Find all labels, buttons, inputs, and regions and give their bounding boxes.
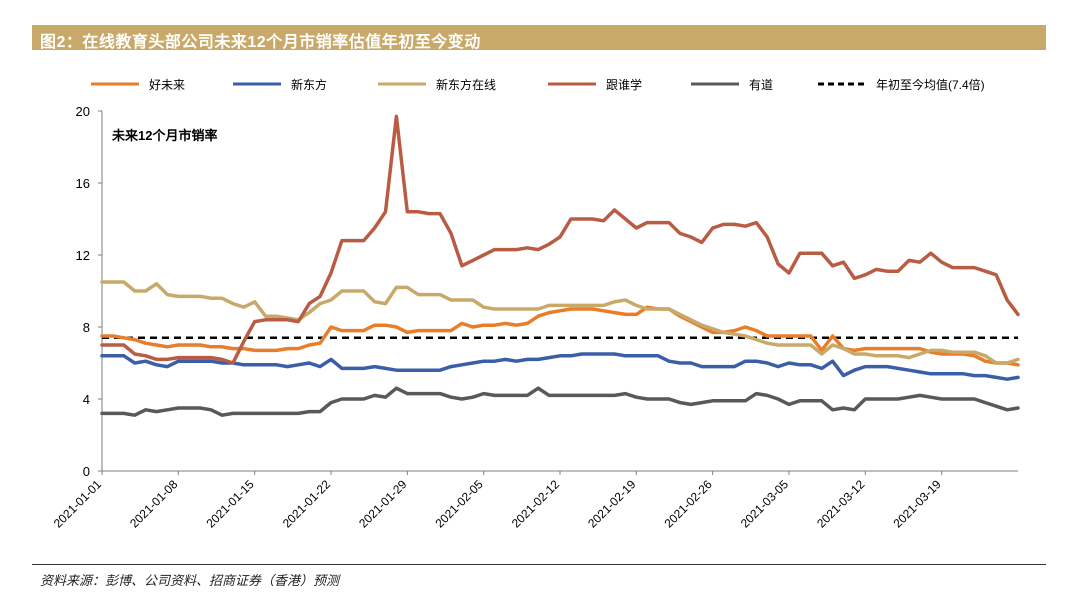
x-tick-label: 2021-02-19 — [585, 477, 639, 531]
y-tick-label: 20 — [76, 104, 90, 119]
x-tick-label: 2021-02-05 — [432, 477, 486, 531]
x-tick-label: 2021-03-05 — [738, 477, 792, 531]
y-tick-label: 8 — [83, 320, 90, 335]
y-tick-label: 16 — [76, 176, 90, 191]
x-tick-label: 2021-03-19 — [890, 477, 944, 531]
chart-inner-label: 未来12个月市销率 — [111, 128, 217, 143]
legend-label-haoweilai: 好未来 — [149, 78, 185, 92]
series-line-haoweilai — [100, 305, 1020, 367]
legend-label-youdao: 有道 — [749, 78, 773, 92]
x-tick-label: 2021-01-08 — [127, 477, 181, 531]
x-tick-label: 2021-01-15 — [203, 477, 257, 531]
legend-label-xindongfangzaixian: 新东方在线 — [436, 77, 496, 92]
legend-label-average: 年初至今均值(7.4倍) — [876, 77, 985, 92]
footer-divider — [32, 564, 1046, 565]
x-tick-label: 2021-03-12 — [814, 477, 868, 531]
x-tick-label: 2021-02-12 — [509, 477, 563, 531]
series-group — [100, 114, 1020, 417]
x-tick-label: 2021-01-22 — [280, 477, 334, 531]
y-tick-label: 0 — [83, 464, 90, 479]
x-tick-label: 2021-01-29 — [356, 477, 410, 531]
legend-label-genshuixue: 跟谁学 — [606, 77, 642, 92]
series-line-genshuixue — [100, 114, 1020, 365]
chart-legend: 好未来 新东方 新东方在线 跟谁学 有道 年初至今均值(7.4倍) — [91, 77, 985, 92]
header-bar: 图2：在线教育头部公司未来12个月市销率估值年初至今变动 — [32, 25, 1046, 51]
figure-title: 图2：在线教育头部公司未来12个月市销率估值年初至今变动 — [40, 34, 481, 51]
series-line-xindongfangzaixian — [100, 280, 1020, 365]
x-tick-label: 2021-01-01 — [51, 477, 105, 531]
y-tick-label: 4 — [83, 392, 90, 407]
legend-label-xindongfang: 新东方 — [291, 77, 327, 92]
source-note: 资料来源：彭博、公司资料、招商证券（香港）预测 — [40, 573, 340, 588]
series-line-youdao — [100, 386, 1020, 417]
x-tick-label: 2021-02-26 — [661, 477, 715, 531]
series-line-xindongfang — [100, 352, 1020, 381]
y-tick-label: 12 — [76, 248, 90, 263]
